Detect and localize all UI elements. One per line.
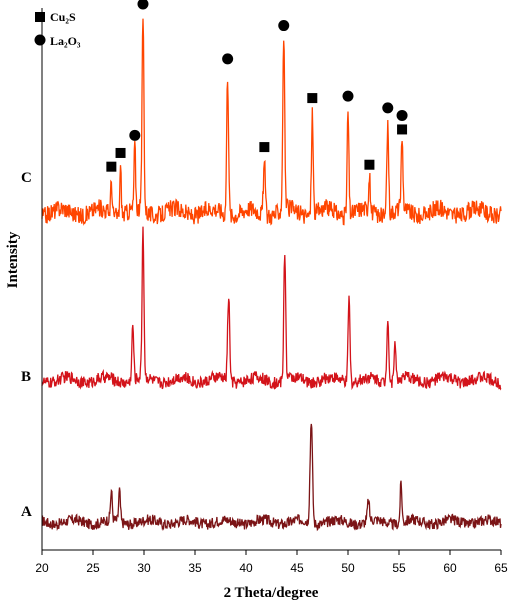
legend: Cu₂S La₂O₃ <box>34 10 81 48</box>
la2o3-marker <box>396 109 408 121</box>
x-tick-label: 55 <box>392 561 406 575</box>
phase-markers <box>106 0 408 172</box>
x-tick-label: 45 <box>290 561 304 575</box>
trace-A <box>41 423 502 532</box>
la2o3-marker <box>278 20 290 32</box>
cu2s-marker <box>259 142 270 153</box>
la2o3-marker <box>137 0 149 10</box>
la2o3-marker <box>342 90 354 102</box>
cu2s-marker <box>106 161 117 172</box>
legend-square-swatch <box>35 12 45 22</box>
axes <box>41 8 501 551</box>
x-tick-label: 20 <box>35 561 49 575</box>
cu2s-marker <box>397 124 408 135</box>
legend-label-la2o3: La₂O₃ <box>50 34 81 48</box>
la2o3-marker <box>382 102 394 114</box>
x-tick-label: 35 <box>188 561 202 575</box>
trace-label-B: B <box>21 369 31 385</box>
x-axis-title: 2 Theta/degree <box>224 585 319 601</box>
x-tick-label: 60 <box>443 561 457 575</box>
xrd-traces <box>41 18 502 532</box>
x-tick-label: 65 <box>494 561 508 575</box>
la2o3-marker <box>222 53 234 65</box>
x-tick-label: 30 <box>137 561 151 575</box>
cu2s-marker <box>115 147 126 158</box>
y-axis-title: Intensity <box>5 231 21 288</box>
trace-C <box>41 18 502 226</box>
x-tick-label: 40 <box>239 561 253 575</box>
legend-circle-swatch <box>34 34 46 46</box>
legend-label-cu2s: Cu₂S <box>50 10 76 24</box>
la2o3-marker <box>129 129 141 141</box>
cu2s-marker <box>364 159 375 170</box>
x-tick-label: 25 <box>86 561 100 575</box>
x-ticks: 20 25 30 35 40 45 50 55 60 65 <box>35 550 508 575</box>
trace-labels: A B C <box>21 170 32 520</box>
cu2s-marker <box>307 93 318 104</box>
trace-label-A: A <box>21 504 32 520</box>
x-tick-label: 50 <box>341 561 355 575</box>
trace-label-C: C <box>21 170 32 186</box>
trace-B <box>41 226 502 391</box>
